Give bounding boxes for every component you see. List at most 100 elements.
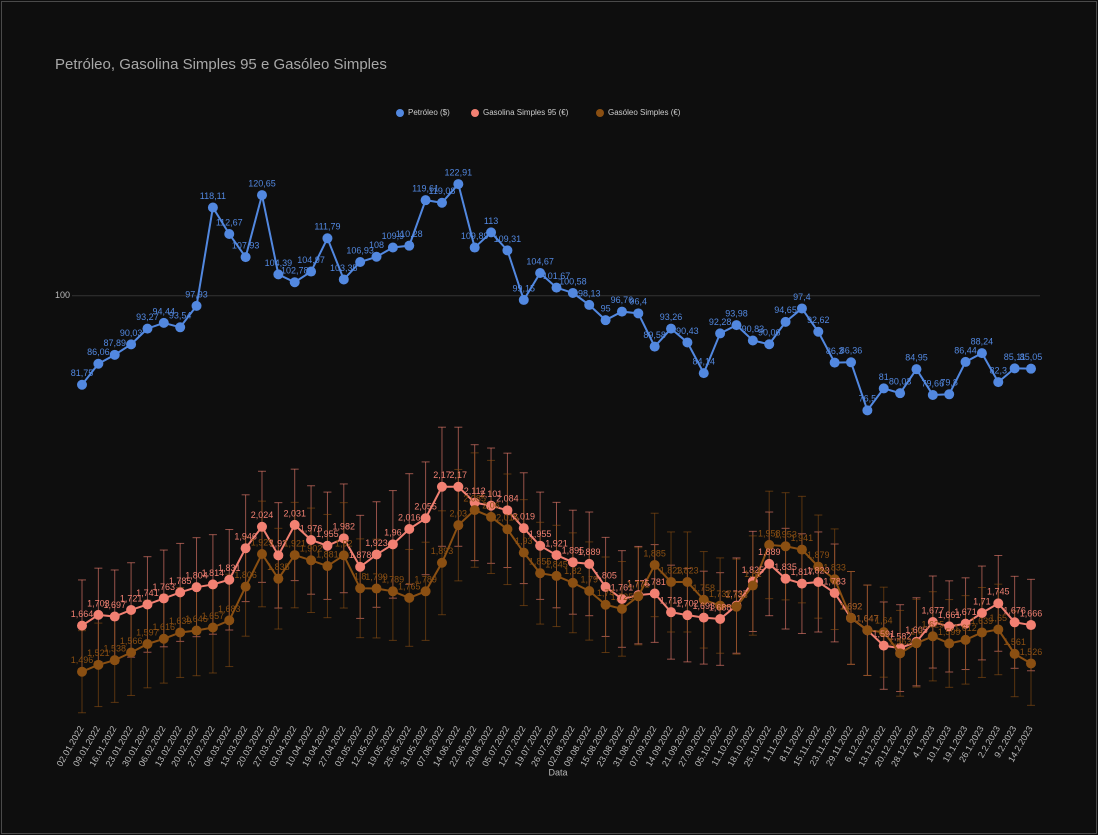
data-point bbox=[273, 269, 284, 280]
data-point bbox=[191, 582, 202, 593]
data-label: 96,4 bbox=[630, 297, 648, 307]
data-point bbox=[371, 549, 382, 560]
legend-label: Gasóleo Simples (€) bbox=[608, 108, 681, 117]
data-point bbox=[256, 190, 267, 201]
data-point bbox=[387, 586, 398, 597]
y-tick-label: 100 bbox=[55, 290, 70, 300]
data-point bbox=[649, 341, 660, 352]
data-point bbox=[1009, 363, 1020, 374]
data-label: 1,71 bbox=[973, 596, 991, 606]
data-label: 1,761 bbox=[611, 582, 634, 592]
data-point bbox=[453, 481, 464, 492]
data-point bbox=[551, 550, 562, 561]
data-label: 96,76 bbox=[611, 295, 634, 305]
data-label: 1,561 bbox=[1003, 637, 1026, 647]
data-label: 1,893 bbox=[431, 546, 454, 556]
data-point bbox=[420, 513, 431, 524]
data-label: 109,89 bbox=[461, 231, 489, 241]
data-point bbox=[469, 497, 480, 508]
data-label: 109,9 bbox=[382, 231, 405, 241]
data-point bbox=[567, 557, 578, 568]
data-point bbox=[256, 548, 267, 559]
data-point bbox=[567, 287, 578, 298]
data-label: 1,835 bbox=[774, 562, 797, 572]
data-point bbox=[813, 326, 824, 337]
data-label: 2,031 bbox=[283, 508, 306, 518]
data-label: 1,693 bbox=[692, 601, 715, 611]
data-label: 100,58 bbox=[559, 276, 587, 286]
data-point bbox=[600, 599, 611, 610]
data-point bbox=[518, 523, 529, 534]
data-point bbox=[77, 666, 87, 677]
data-point bbox=[240, 252, 251, 263]
data-point bbox=[142, 599, 153, 610]
data-label: 1,82 bbox=[564, 566, 582, 576]
data-point bbox=[584, 586, 595, 597]
data-label: 86,36 bbox=[840, 346, 863, 356]
data-point bbox=[338, 550, 349, 561]
data-label: 1,955 bbox=[529, 529, 552, 539]
data-label: 76,5 bbox=[859, 394, 877, 404]
data-label: 1,823 bbox=[807, 565, 830, 575]
data-point bbox=[715, 614, 726, 625]
data-point bbox=[829, 574, 840, 585]
data-point bbox=[895, 648, 906, 659]
data-label: 1,785 bbox=[169, 576, 192, 586]
data-label: 112,67 bbox=[216, 217, 243, 227]
data-label: 1,806 bbox=[234, 570, 257, 580]
data-point bbox=[289, 277, 300, 288]
data-point bbox=[780, 573, 791, 584]
data-label: 1,737 bbox=[725, 589, 748, 599]
data-point bbox=[404, 524, 415, 535]
data-point bbox=[93, 609, 104, 620]
data-label: 1,741 bbox=[136, 588, 159, 598]
data-label: 1,982 bbox=[333, 522, 356, 532]
data-point bbox=[993, 598, 1004, 609]
data-label: 1,657 bbox=[202, 611, 225, 621]
data-point bbox=[895, 388, 906, 399]
data-label: 1,789 bbox=[414, 575, 437, 585]
data-point bbox=[207, 579, 218, 590]
data-label: 2,055 bbox=[414, 502, 437, 512]
data-point bbox=[240, 543, 251, 554]
data-label: 92,62 bbox=[807, 315, 830, 325]
data-label: 2,112 bbox=[464, 486, 486, 496]
data-point bbox=[649, 588, 660, 599]
data-point bbox=[731, 320, 742, 331]
data-label: 1,605 bbox=[905, 625, 928, 635]
data-point bbox=[747, 580, 758, 591]
data-label: 101,67 bbox=[543, 271, 571, 281]
data-point bbox=[715, 328, 726, 339]
data-point bbox=[158, 593, 169, 604]
data-point bbox=[322, 540, 333, 551]
data-label: 93,54 bbox=[169, 311, 192, 321]
data-label: 81 bbox=[879, 372, 889, 382]
data-point bbox=[486, 227, 497, 238]
data-label: 79,8 bbox=[940, 378, 958, 388]
data-label: 1,825 bbox=[742, 565, 765, 575]
chart-title: Petróleo, Gasolina Simples 95 e Gasóleo … bbox=[55, 56, 387, 73]
data-label: 98,13 bbox=[578, 288, 601, 298]
data-point bbox=[224, 229, 235, 240]
data-point bbox=[109, 611, 120, 622]
data-point bbox=[486, 500, 497, 511]
data-label: 90,06 bbox=[758, 328, 781, 338]
data-label: 1,526 bbox=[1020, 647, 1043, 657]
data-point bbox=[256, 521, 267, 532]
data-label: 1,566 bbox=[120, 636, 143, 646]
data-point bbox=[911, 638, 922, 649]
data-point bbox=[829, 357, 840, 368]
data-point bbox=[158, 633, 169, 644]
data-label: 1,639 bbox=[971, 616, 994, 626]
data-label: 1,771 bbox=[627, 580, 650, 590]
data-label: 1,639 bbox=[169, 616, 192, 626]
data-label: 85,05 bbox=[1020, 352, 1043, 362]
data-point bbox=[175, 627, 186, 638]
data-point bbox=[142, 323, 153, 334]
data-point bbox=[338, 533, 349, 544]
data-label: 1,74 bbox=[597, 588, 615, 598]
legend-marker bbox=[596, 109, 604, 117]
data-point bbox=[502, 524, 513, 535]
data-point bbox=[584, 558, 595, 569]
